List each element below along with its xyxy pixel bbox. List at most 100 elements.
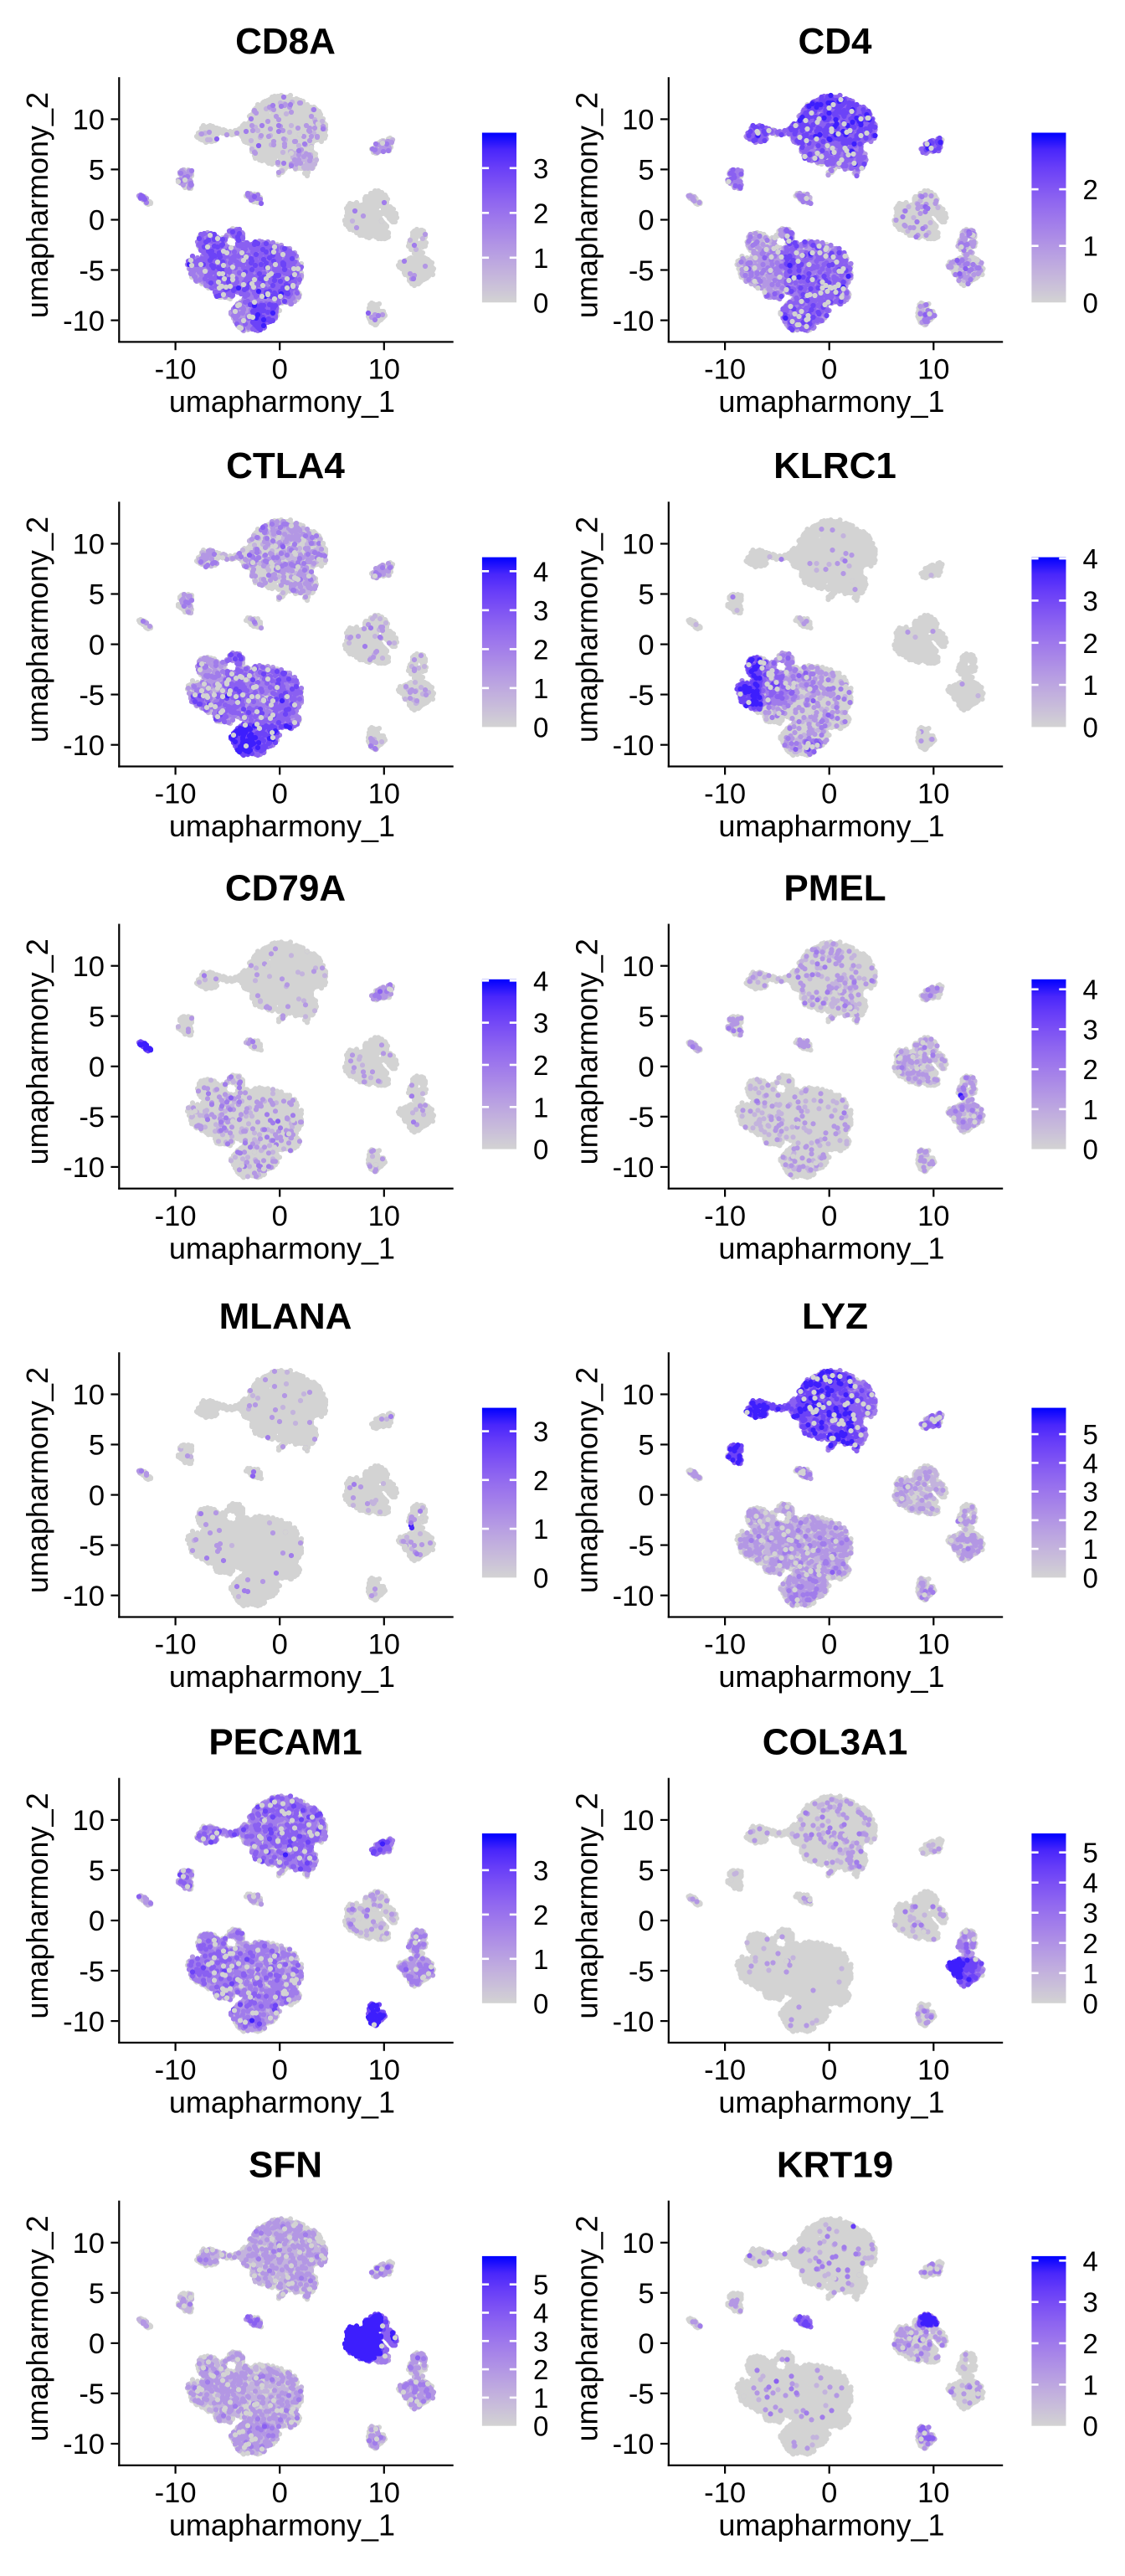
svg-text:0: 0 [533,1988,548,2019]
svg-text:-10: -10 [63,1152,105,1184]
svg-text:-10: -10 [613,1581,655,1612]
svg-text:3: 3 [533,595,548,626]
svg-text:-5: -5 [629,1102,655,1134]
svg-text:0: 0 [821,354,837,386]
svg-text:1: 1 [533,2383,548,2414]
svg-text:-10: -10 [155,779,197,810]
svg-text:1: 1 [1083,2369,1098,2400]
svg-text:-10: -10 [155,1629,197,1661]
svg-text:0: 0 [638,1051,654,1083]
svg-text:-10: -10 [155,1201,197,1232]
svg-text:-5: -5 [629,680,655,712]
svg-text:0: 0 [821,1629,837,1661]
svg-text:10: 10 [368,779,400,810]
svg-text:2: 2 [533,1050,548,1081]
svg-text:1: 1 [1083,1534,1098,1565]
svg-text:5: 5 [89,1430,105,1462]
svg-text:0: 0 [533,287,548,318]
svg-text:-10: -10 [613,730,655,762]
svg-text:10: 10 [622,1380,654,1411]
svg-text:4: 4 [1083,1868,1098,1899]
svg-text:0: 0 [272,2054,288,2086]
svg-text:umapharmony_2: umapharmony_2 [570,938,604,1165]
svg-text:umapharmony_2: umapharmony_2 [570,1367,604,1593]
svg-text:umapharmony_2: umapharmony_2 [20,1367,54,1593]
svg-text:3: 3 [1083,1477,1098,1508]
svg-text:0: 0 [638,205,654,237]
svg-text:0: 0 [1083,712,1098,743]
svg-text:-10: -10 [704,354,746,386]
svg-text:2: 2 [533,198,548,229]
svg-text:3: 3 [533,1417,548,1447]
svg-text:0: 0 [272,354,288,386]
svg-text:umapharmony_1: umapharmony_1 [169,1231,395,1265]
svg-text:-10: -10 [613,1152,655,1184]
svg-text:0: 0 [89,205,105,237]
svg-text:10: 10 [622,2228,654,2260]
svg-text:2: 2 [533,2354,548,2385]
svg-text:3: 3 [1083,2287,1098,2318]
svg-text:umapharmony_1: umapharmony_1 [718,809,944,843]
svg-text:-10: -10 [613,306,655,337]
svg-text:1: 1 [1083,231,1098,262]
svg-text:2: 2 [1083,174,1098,205]
svg-text:10: 10 [368,1629,400,1661]
svg-text:KRT19: KRT19 [777,2144,893,2185]
svg-text:COL3A1: COL3A1 [763,1722,908,1763]
svg-text:-5: -5 [79,680,105,712]
svg-text:2: 2 [1083,1928,1098,1959]
svg-text:4: 4 [1083,2245,1098,2276]
svg-text:5: 5 [638,1855,654,1887]
svg-text:0: 0 [89,630,105,661]
svg-text:-10: -10 [613,2006,655,2038]
svg-text:-10: -10 [613,2429,655,2460]
svg-text:umapharmony_2: umapharmony_2 [570,2215,604,2441]
svg-text:-10: -10 [63,306,105,337]
svg-text:2: 2 [1083,2328,1098,2359]
svg-text:-5: -5 [79,1530,105,1562]
svg-text:5: 5 [89,579,105,611]
svg-text:-5: -5 [79,1102,105,1134]
svg-text:umapharmony_1: umapharmony_1 [718,1659,944,1694]
svg-text:0: 0 [821,2477,837,2509]
svg-text:0: 0 [272,1201,288,1232]
svg-text:0: 0 [89,1051,105,1083]
svg-text:5: 5 [89,1001,105,1033]
svg-text:-10: -10 [63,730,105,762]
svg-text:10: 10 [73,951,105,983]
svg-text:0: 0 [272,1629,288,1661]
svg-text:-5: -5 [629,1956,655,1987]
svg-text:PMEL: PMEL [783,867,886,908]
svg-text:10: 10 [368,2054,400,2086]
svg-text:10: 10 [73,2228,105,2260]
svg-text:2: 2 [1083,628,1098,659]
svg-text:-5: -5 [79,255,105,287]
svg-text:10: 10 [73,1805,105,1837]
svg-text:umapharmony_2: umapharmony_2 [570,92,604,318]
svg-text:-10: -10 [704,779,746,810]
svg-text:-5: -5 [629,1530,655,1562]
svg-text:0: 0 [1083,1988,1098,2019]
svg-text:10: 10 [917,779,949,810]
svg-text:umapharmony_1: umapharmony_1 [718,2085,944,2120]
svg-text:5: 5 [638,2278,654,2310]
svg-text:1: 1 [533,673,548,704]
svg-text:CD8A: CD8A [235,21,336,62]
svg-text:3: 3 [533,1855,548,1886]
svg-text:-10: -10 [704,2054,746,2086]
svg-text:-10: -10 [63,1581,105,1612]
svg-text:5: 5 [89,1855,105,1887]
svg-text:4: 4 [1083,1447,1098,1478]
svg-text:4: 4 [1083,974,1098,1005]
svg-text:10: 10 [917,2477,949,2509]
svg-text:10: 10 [73,1380,105,1411]
svg-text:0: 0 [638,2328,654,2360]
svg-text:5: 5 [638,1001,654,1033]
svg-text:1: 1 [533,1514,548,1545]
svg-text:umapharmony_1: umapharmony_1 [169,1659,395,1694]
svg-text:3: 3 [533,1008,548,1039]
svg-text:umapharmony_1: umapharmony_1 [718,2507,944,2542]
svg-text:umapharmony_1: umapharmony_1 [169,384,395,419]
svg-text:umapharmony_1: umapharmony_1 [169,2085,395,2120]
svg-text:10: 10 [622,951,654,983]
